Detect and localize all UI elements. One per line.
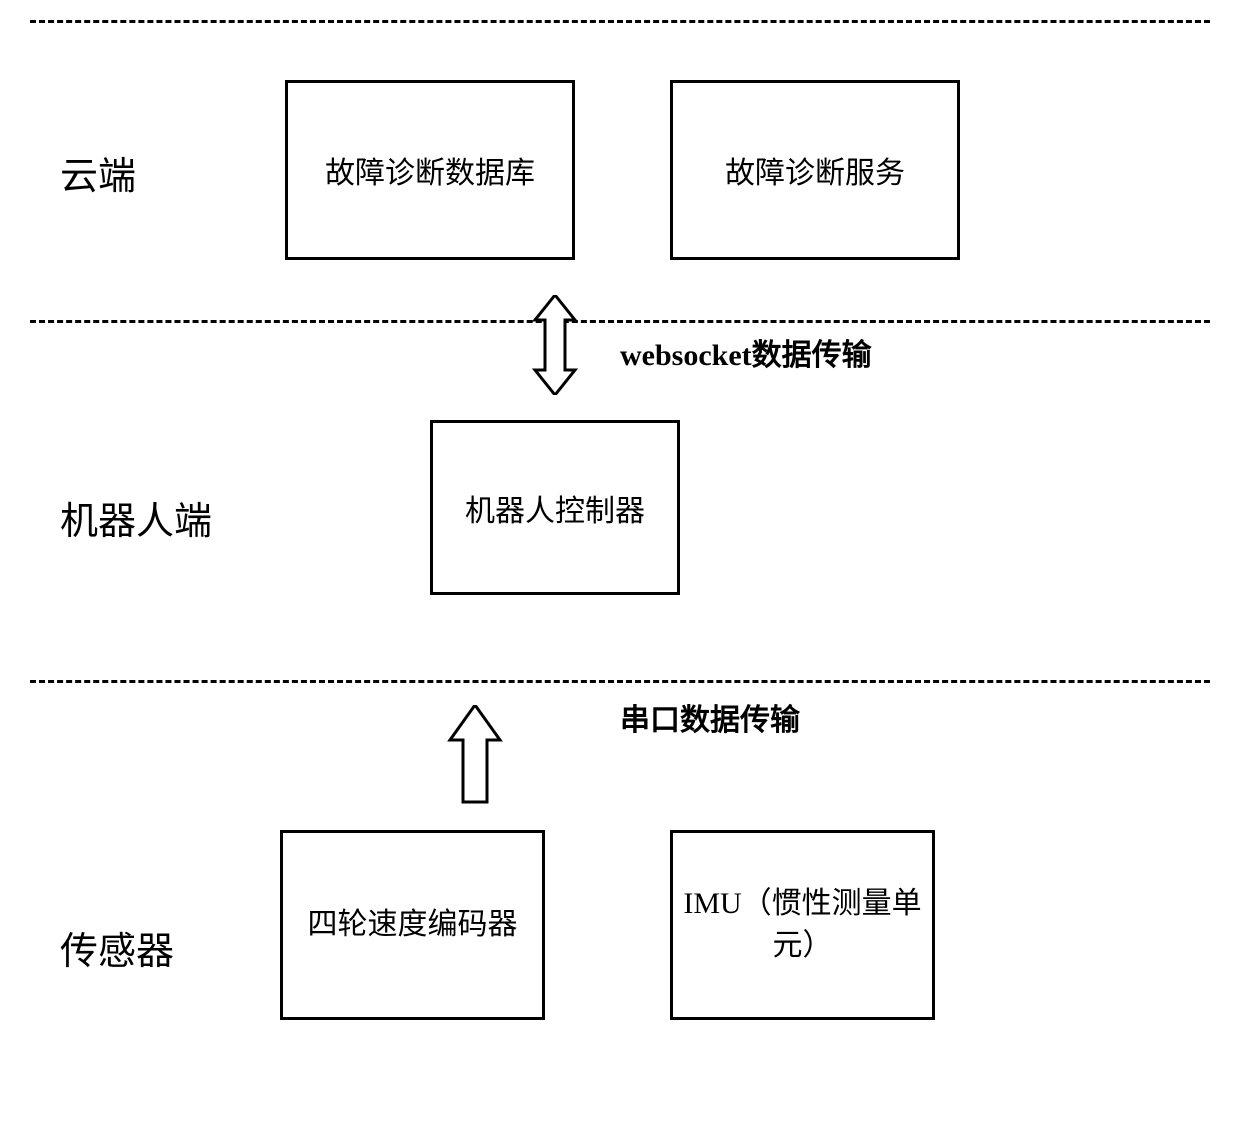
arrow-serial	[445, 705, 505, 805]
box-imu-label: IMU（惯性测量单元）	[683, 883, 922, 967]
box-imu: IMU（惯性测量单元）	[670, 830, 935, 1020]
box-fault-service: 故障诊断服务	[670, 80, 960, 260]
layer-label-sensor: 传感器	[60, 920, 174, 975]
layer-label-robot: 机器人端	[60, 490, 212, 545]
box-encoder-label: 四轮速度编码器	[308, 904, 518, 946]
box-fault-db-label: 故障诊断数据库	[325, 148, 535, 192]
box-robot-controller-label: 机器人控制器	[465, 486, 645, 530]
box-robot-controller: 机器人控制器	[430, 420, 680, 595]
dashed-line-2	[30, 320, 1210, 323]
box-encoder: 四轮速度编码器	[280, 830, 545, 1020]
box-fault-db: 故障诊断数据库	[285, 80, 575, 260]
layer-label-cloud: 云端	[60, 145, 136, 200]
arrow-websocket	[530, 295, 580, 395]
arrow-serial-label: 串口数据传输	[620, 695, 800, 739]
dashed-line-1	[30, 20, 1210, 23]
box-fault-service-label: 故障诊断服务	[725, 148, 905, 192]
dashed-line-3	[30, 680, 1210, 683]
arrow-websocket-label: websocket数据传输	[620, 330, 872, 374]
